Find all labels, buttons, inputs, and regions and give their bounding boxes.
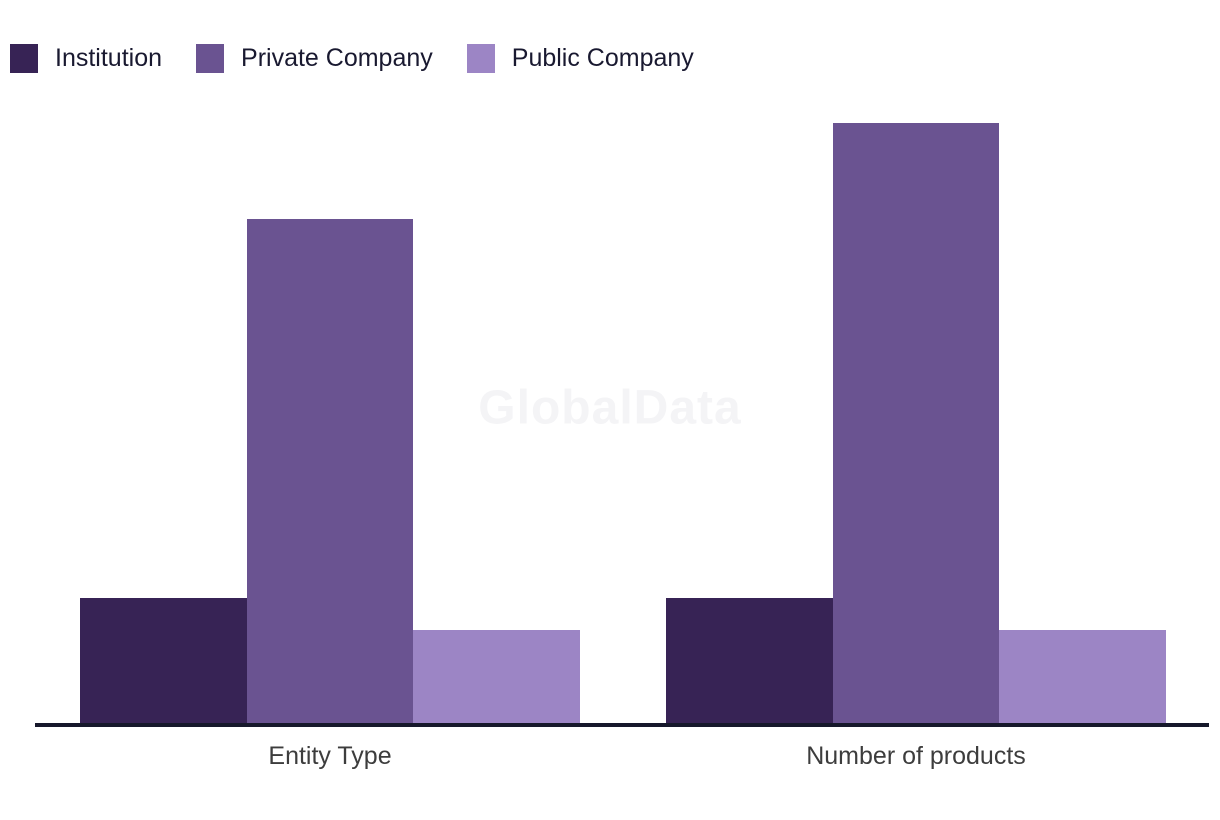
category-label-entity-type: Entity Type	[268, 742, 392, 770]
legend-label: Private Company	[241, 44, 433, 72]
legend-label: Public Company	[511, 44, 694, 72]
bar-group-entity-type	[80, 219, 580, 723]
legend-item-institution[interactable]: Institution	[10, 44, 162, 73]
category-label-number-of-products: Number of products	[806, 742, 1026, 770]
bar-public-company-entity-type[interactable]	[413, 630, 580, 723]
bar-group-number-of-products	[666, 123, 1166, 723]
legend-label: Institution	[55, 44, 163, 72]
x-axis-line	[35, 723, 1209, 727]
chart-legend: Institution Private Company Public Company	[10, 44, 728, 73]
bar-private-company-entity-type[interactable]	[246, 219, 414, 723]
legend-swatch-institution	[10, 44, 38, 73]
bar-institution-entity-type[interactable]	[80, 598, 247, 723]
legend-item-public-company[interactable]: Public Company	[466, 44, 694, 73]
bar-private-company-number-of-products[interactable]	[832, 123, 1000, 723]
legend-swatch-public-company	[466, 44, 495, 73]
legend-swatch-private-company	[196, 44, 225, 73]
bar-public-company-number-of-products[interactable]	[999, 630, 1166, 723]
bar-institution-number-of-products[interactable]	[666, 598, 833, 723]
legend-item-private-company[interactable]: Private Company	[196, 44, 433, 73]
